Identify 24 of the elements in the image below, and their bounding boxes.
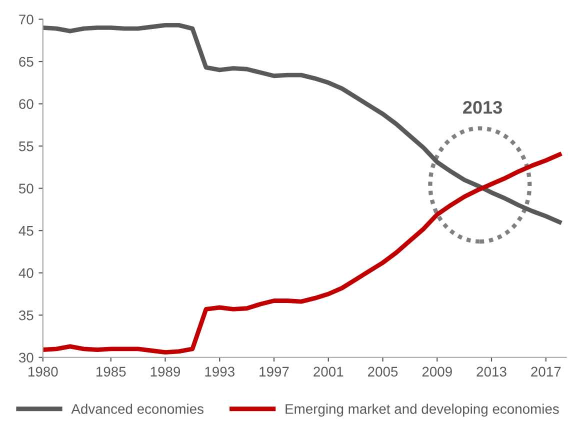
- annotation: 2013: [463, 100, 502, 114]
- y-tick-label: 50: [18, 184, 34, 194]
- x-tick-label: 1993: [205, 366, 234, 377]
- y-tick-label: 70: [19, 14, 34, 24]
- y-tick-label: 60: [19, 99, 34, 109]
- y-tick-label: 65: [19, 56, 34, 67]
- y-tick-label: 35: [18, 310, 34, 320]
- y-tick-label: 55: [18, 142, 34, 152]
- y-tick-label: 45: [18, 226, 34, 236]
- x-tick-label: 1989: [150, 366, 180, 377]
- legend-label: Emerging market and developing economies: [286, 404, 559, 417]
- y-tick-label: 30: [18, 352, 34, 363]
- x-tick-label: 2005: [368, 366, 398, 377]
- y-tick-label: 40: [18, 268, 34, 278]
- line-series: [42, 152, 562, 355]
- x-tick-label: 2017: [531, 366, 561, 377]
- line-series: [42, 22, 562, 224]
- x-tick-label: 2013: [476, 366, 506, 377]
- x-tick-label: 2001: [314, 366, 344, 377]
- x-tick-label: 2009: [422, 366, 452, 377]
- x-tick-label: 1997: [260, 366, 289, 377]
- x-tick-label: 1980: [28, 366, 58, 377]
- x-tick-label: 1985: [96, 366, 126, 377]
- legend-label: Advanced economies: [71, 404, 204, 414]
